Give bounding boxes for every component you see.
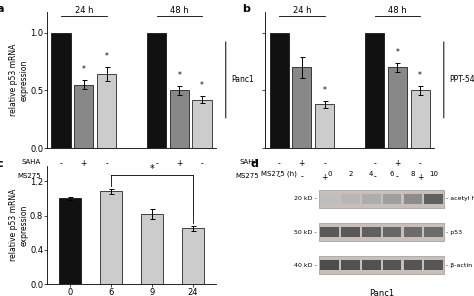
Text: b: b (242, 4, 250, 14)
Bar (410, 90, 429, 148)
Text: - p53: - p53 (447, 230, 463, 234)
FancyBboxPatch shape (383, 260, 401, 270)
FancyBboxPatch shape (424, 260, 443, 270)
Bar (365, 33, 384, 148)
Text: 4: 4 (369, 171, 374, 177)
Bar (388, 67, 407, 148)
Text: 50 kD -: 50 kD - (294, 230, 317, 234)
Bar (192, 99, 211, 148)
FancyBboxPatch shape (424, 227, 443, 237)
Bar (292, 67, 311, 148)
Text: -: - (373, 159, 376, 168)
Text: -: - (105, 159, 108, 168)
Bar (100, 192, 122, 284)
FancyBboxPatch shape (362, 227, 381, 237)
Text: MS275: MS275 (235, 173, 259, 178)
FancyBboxPatch shape (319, 256, 444, 274)
Text: -: - (155, 159, 158, 168)
Text: -: - (323, 159, 326, 168)
Text: *: * (177, 71, 181, 80)
Text: 48 h: 48 h (388, 6, 407, 15)
Text: a: a (0, 4, 4, 14)
Text: MS275 (h): MS275 (h) (261, 171, 297, 177)
Text: Panc1: Panc1 (231, 75, 254, 84)
Text: +: + (176, 159, 182, 168)
FancyBboxPatch shape (362, 194, 381, 204)
Text: *: * (82, 65, 86, 74)
Text: +: + (321, 173, 328, 181)
Bar (141, 214, 164, 284)
Text: 20 kD -: 20 kD - (294, 197, 317, 201)
Text: 40 kD -: 40 kD - (294, 263, 317, 268)
Text: 0: 0 (327, 171, 332, 177)
Text: 8: 8 (410, 171, 415, 177)
Y-axis label: relative p53 mRNA
expression: relative p53 mRNA expression (9, 44, 29, 116)
Text: -: - (419, 159, 421, 168)
Text: -: - (178, 173, 181, 181)
Text: -: - (396, 173, 399, 181)
Text: SAHA: SAHA (21, 159, 41, 165)
Text: Panc1: Panc1 (369, 289, 394, 296)
Text: +: + (394, 159, 401, 168)
FancyBboxPatch shape (424, 194, 443, 204)
FancyBboxPatch shape (319, 223, 444, 241)
Text: *: * (150, 164, 155, 174)
Text: d: d (250, 159, 258, 169)
Bar (147, 33, 166, 148)
Text: *: * (418, 71, 422, 80)
Text: +: + (417, 173, 423, 181)
Bar (315, 104, 334, 148)
Text: -: - (82, 173, 85, 181)
Text: +: + (81, 159, 87, 168)
Text: 6: 6 (390, 171, 394, 177)
Text: +: + (299, 159, 305, 168)
Y-axis label: relative p53 mRNA
expression: relative p53 mRNA expression (9, 189, 28, 261)
Text: *: * (323, 86, 327, 95)
Text: -: - (278, 173, 281, 181)
FancyBboxPatch shape (341, 260, 360, 270)
Text: *: * (105, 52, 109, 62)
FancyBboxPatch shape (383, 227, 401, 237)
Text: -: - (60, 173, 63, 181)
Bar (97, 74, 116, 148)
Text: -: - (373, 173, 376, 181)
Text: 24 h: 24 h (292, 6, 311, 15)
Text: 48 h: 48 h (170, 6, 189, 15)
Bar (182, 229, 204, 284)
Text: *: * (395, 48, 399, 57)
Bar (74, 85, 93, 148)
FancyBboxPatch shape (320, 260, 339, 270)
Text: -: - (155, 173, 158, 181)
Text: -: - (201, 159, 203, 168)
FancyBboxPatch shape (319, 190, 444, 208)
Text: PPT-5436: PPT-5436 (449, 75, 474, 84)
Text: *: * (200, 81, 204, 90)
FancyBboxPatch shape (362, 260, 381, 270)
Text: 24 h: 24 h (74, 6, 93, 15)
Text: 10: 10 (429, 171, 438, 177)
Text: MS275: MS275 (17, 173, 41, 178)
Text: SAHA: SAHA (239, 159, 259, 165)
FancyBboxPatch shape (341, 194, 360, 204)
Text: +: + (103, 173, 109, 181)
FancyBboxPatch shape (341, 227, 360, 237)
Text: -: - (60, 159, 63, 168)
Text: 2: 2 (348, 171, 353, 177)
FancyBboxPatch shape (383, 194, 401, 204)
FancyBboxPatch shape (403, 227, 422, 237)
FancyBboxPatch shape (320, 227, 339, 237)
Bar (59, 198, 81, 284)
Text: c: c (0, 159, 3, 169)
Text: -: - (301, 173, 303, 181)
Text: +: + (199, 173, 205, 181)
FancyBboxPatch shape (403, 194, 422, 204)
Text: - β-actin: - β-actin (447, 263, 473, 268)
FancyBboxPatch shape (403, 260, 422, 270)
FancyBboxPatch shape (320, 194, 339, 204)
Bar (170, 90, 189, 148)
Bar (52, 33, 71, 148)
Text: - acetyl H3: - acetyl H3 (447, 197, 474, 201)
Text: -: - (278, 159, 281, 168)
Bar (270, 33, 289, 148)
